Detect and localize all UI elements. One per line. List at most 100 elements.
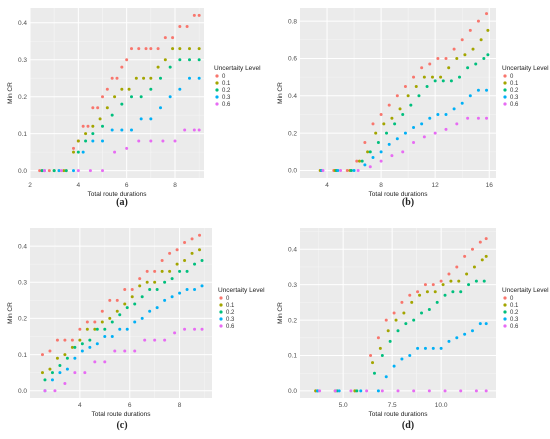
data-point	[447, 339, 451, 343]
data-point	[190, 237, 194, 241]
x-tick-label: 10.0	[435, 402, 448, 409]
data-point	[127, 87, 131, 91]
data-point	[458, 75, 462, 79]
data-point	[63, 353, 67, 357]
data-point	[486, 28, 490, 32]
legend-key	[219, 303, 223, 307]
data-point	[394, 318, 398, 322]
legend-key	[503, 102, 507, 106]
data-point	[170, 295, 174, 299]
data-point	[409, 103, 413, 107]
plot-background	[30, 228, 212, 398]
data-point	[65, 356, 69, 360]
data-point	[318, 389, 322, 393]
data-point	[355, 389, 359, 393]
x-axis-label: Total route durations	[369, 411, 429, 418]
data-point	[379, 150, 383, 154]
data-point	[105, 106, 109, 110]
y-tick-label: 0.4	[288, 246, 297, 253]
data-point	[400, 357, 404, 361]
data-point	[443, 389, 447, 393]
legend-key	[503, 317, 507, 321]
data-point	[198, 248, 202, 252]
data-point	[138, 277, 142, 281]
data-point	[436, 112, 440, 116]
data-point	[43, 169, 46, 173]
data-point	[88, 338, 92, 342]
data-point	[85, 327, 89, 331]
y-axis-label: Min CR	[277, 302, 284, 324]
data-point	[447, 66, 451, 70]
data-point	[363, 141, 367, 145]
data-point	[368, 150, 372, 154]
data-point	[356, 169, 360, 173]
legend-key	[503, 324, 507, 328]
data-point	[417, 94, 421, 98]
x-tick-label: 12	[432, 182, 440, 189]
data-point	[439, 279, 443, 283]
data-point	[178, 269, 182, 273]
data-point	[58, 363, 62, 367]
data-point	[412, 389, 416, 393]
data-point	[392, 311, 396, 315]
data-point	[188, 58, 191, 62]
data-point	[84, 139, 88, 143]
data-point	[193, 262, 197, 266]
data-point	[470, 329, 474, 333]
data-point	[175, 262, 179, 266]
legend-label: 0.3	[226, 317, 235, 323]
data-point	[110, 320, 114, 324]
legend-key	[503, 88, 507, 92]
data-point	[404, 322, 408, 326]
data-point	[197, 47, 201, 51]
data-point	[333, 389, 337, 393]
data-point	[138, 284, 142, 288]
x-tick-label: 2	[28, 182, 32, 189]
data-point	[153, 280, 157, 284]
data-point	[63, 382, 67, 386]
data-point	[416, 290, 420, 294]
data-point	[433, 290, 437, 294]
x-axis-label: Total route durations	[92, 411, 152, 418]
data-point	[130, 95, 133, 99]
data-point	[339, 169, 343, 173]
data-point	[200, 259, 204, 263]
data-point	[380, 354, 384, 357]
data-point	[452, 107, 456, 111]
data-point	[349, 389, 353, 393]
data-point	[43, 389, 47, 393]
data-point	[148, 309, 152, 313]
y-tick-label: 0.3	[18, 279, 27, 286]
data-point	[125, 58, 129, 62]
data-point	[352, 169, 356, 173]
data-point	[149, 76, 153, 80]
data-point	[360, 159, 364, 163]
data-point	[171, 36, 175, 40]
data-point	[170, 277, 174, 281]
data-point	[376, 336, 380, 340]
data-point	[484, 389, 488, 393]
data-point	[197, 58, 201, 62]
data-point	[382, 122, 386, 126]
data-point	[430, 75, 434, 79]
data-point	[153, 338, 157, 342]
data-point	[105, 87, 109, 91]
data-point	[143, 338, 147, 342]
y-tick-label: 0.4	[288, 93, 297, 100]
data-point	[451, 290, 455, 294]
data-point	[153, 269, 157, 273]
data-point	[193, 327, 197, 331]
legend-label: 0.2	[510, 88, 519, 94]
data-point	[459, 389, 463, 393]
data-point	[398, 107, 402, 111]
y-tick-label: 0.2	[18, 316, 27, 323]
data-point	[145, 269, 149, 273]
data-point	[103, 360, 107, 364]
data-point	[188, 47, 191, 51]
data-point	[149, 117, 153, 121]
data-point	[468, 28, 472, 32]
data-point	[412, 75, 416, 79]
data-point	[408, 293, 412, 297]
data-point	[101, 124, 104, 128]
x-tick-label: 6	[128, 402, 132, 409]
